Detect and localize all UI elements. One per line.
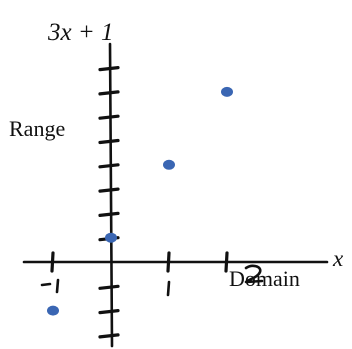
x-tick-label-2 (244, 264, 264, 284)
data-point (221, 86, 233, 97)
data-point (163, 159, 175, 170)
x-tick-mark (166, 251, 171, 273)
y-tick-mark (98, 309, 120, 315)
y-tick-marks (98, 65, 120, 339)
y-tick-mark (98, 90, 120, 96)
y-tick-mark (98, 187, 120, 193)
y-tick-mark (98, 138, 120, 145)
x-tick-mark (224, 251, 229, 273)
axes (22, 42, 329, 348)
y-axis-line (108, 42, 114, 348)
data-point (47, 305, 59, 316)
data-point (105, 232, 117, 243)
x-axis-label: x (332, 246, 344, 271)
range-label: Range (9, 116, 65, 141)
y-tick-mark (98, 163, 120, 169)
x-tick-marks (50, 251, 229, 273)
chart-title: 3x + 1 (47, 19, 113, 46)
data-points (47, 86, 233, 316)
x-tick-mark (50, 251, 55, 273)
y-tick-mark (98, 211, 120, 217)
domain-label: Domain (229, 266, 300, 291)
y-tick-mark (98, 284, 120, 290)
x-tick-label-1 (166, 280, 171, 297)
x-tick-labels (40, 264, 264, 297)
y-tick-mark (98, 65, 120, 72)
x-tick-label-neg-1 (40, 278, 60, 294)
y-tick-mark (98, 114, 120, 120)
y-tick-mark (98, 333, 120, 339)
